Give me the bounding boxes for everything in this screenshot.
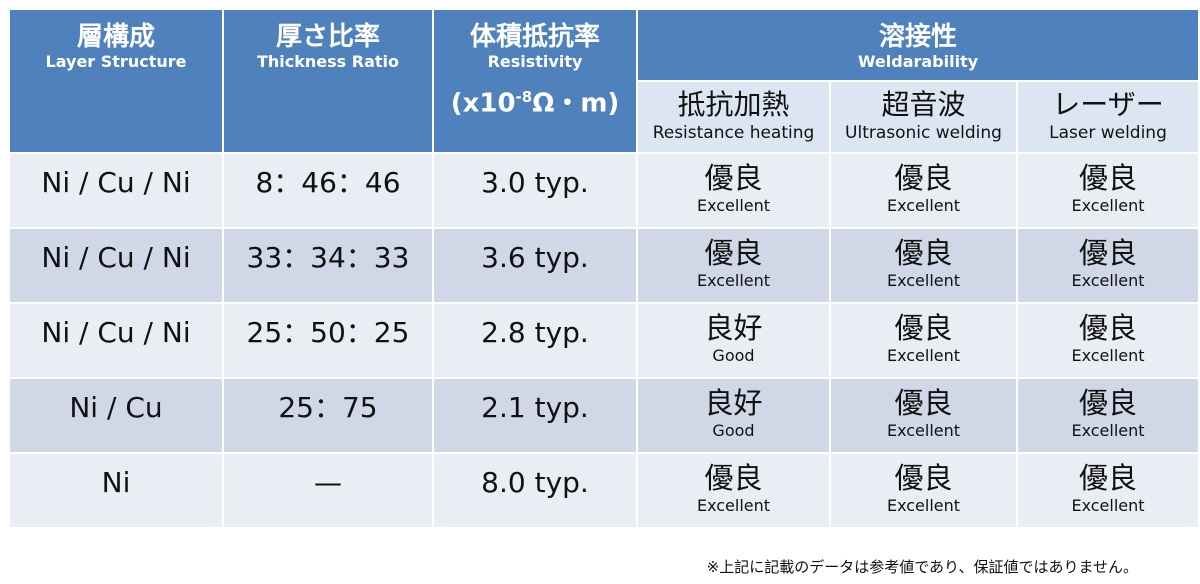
header-layer-structure: 層構成 Layer Structure [8,8,224,154]
weld-cell: 優良 Excellent [1016,377,1200,454]
weld-cell: 良好 Good [636,302,831,379]
weld-cell: 優良 Excellent [636,452,831,529]
weld-cell: 優良 Excellent [829,302,1018,379]
table-row: Ni / Cu / Ni 25：50：25 2.8 typ. 良好 Good 優良… [8,302,1200,379]
layer-cell: Ni / Cu / Ni [8,152,224,229]
header-laser-welding: レーザー Laser welding [1016,80,1200,154]
table-row: Ni / Cu / Ni 8：46：46 3.0 typ. 優良 Excellen… [8,152,1200,229]
resistivity-cell: 3.6 typ. [432,227,638,304]
weld-cell: 優良 Excellent [636,152,831,229]
ratio-cell: 25：50：25 [222,302,434,379]
layer-cell: Ni [8,452,224,529]
resistivity-unit: (x10-8Ω・m) [450,88,620,119]
ratio-cell: 8：46：46 [222,152,434,229]
resistivity-cell: 3.0 typ. [432,152,638,229]
weld-cell: 優良 Excellent [1016,227,1200,304]
weld-cell: 優良 Excellent [636,227,831,304]
weld-cell: 優良 Excellent [1016,452,1200,529]
header-weldability: 溶接性 Weldarability [636,8,1200,82]
weld-cell: 良好 Good [636,377,831,454]
resistivity-cell: 2.1 typ. [432,377,638,454]
ratio-cell: — [222,452,434,529]
weld-cell: 優良 Excellent [829,452,1018,529]
header-thickness-ratio: 厚さ比率 Thickness Ratio [222,8,434,154]
weld-cell: 優良 Excellent [1016,302,1200,379]
table-row: Ni — 8.0 typ. 優良 Excellent 優良 Excellent 優良… [8,452,1200,529]
table-row: Ni / Cu 25：75 2.1 typ. 良好 Good 優良 Excellen… [8,377,1200,454]
weld-cell: 優良 Excellent [829,227,1018,304]
layer-cell: Ni / Cu [8,377,224,454]
disclaimer-note: ※上記に記載のデータは参考値であり、保証値ではありません。 [706,558,1138,576]
spec-table: 層構成 Layer Structure 厚さ比率 Thickness Ratio… [8,8,1200,529]
ratio-cell: 33：34：33 [222,227,434,304]
layer-cell: Ni / Cu / Ni [8,227,224,304]
resistivity-cell: 8.0 typ. [432,452,638,529]
ratio-cell: 25：75 [222,377,434,454]
header-ultrasonic-welding: 超音波 Ultrasonic welding [829,80,1018,154]
table-row: Ni / Cu / Ni 33：34：33 3.6 typ. 優良 Excelle… [8,227,1200,304]
weld-cell: 優良 Excellent [829,152,1018,229]
weld-cell: 優良 Excellent [829,377,1018,454]
weld-cell: 優良 Excellent [1016,152,1200,229]
header-resistance-heating: 抵抗加熱 Resistance heating [636,80,831,154]
header-resistivity: 体積抵抗率 Resistivity (x10-8Ω・m) [432,8,638,154]
resistivity-cell: 2.8 typ. [432,302,638,379]
layer-cell: Ni / Cu / Ni [8,302,224,379]
